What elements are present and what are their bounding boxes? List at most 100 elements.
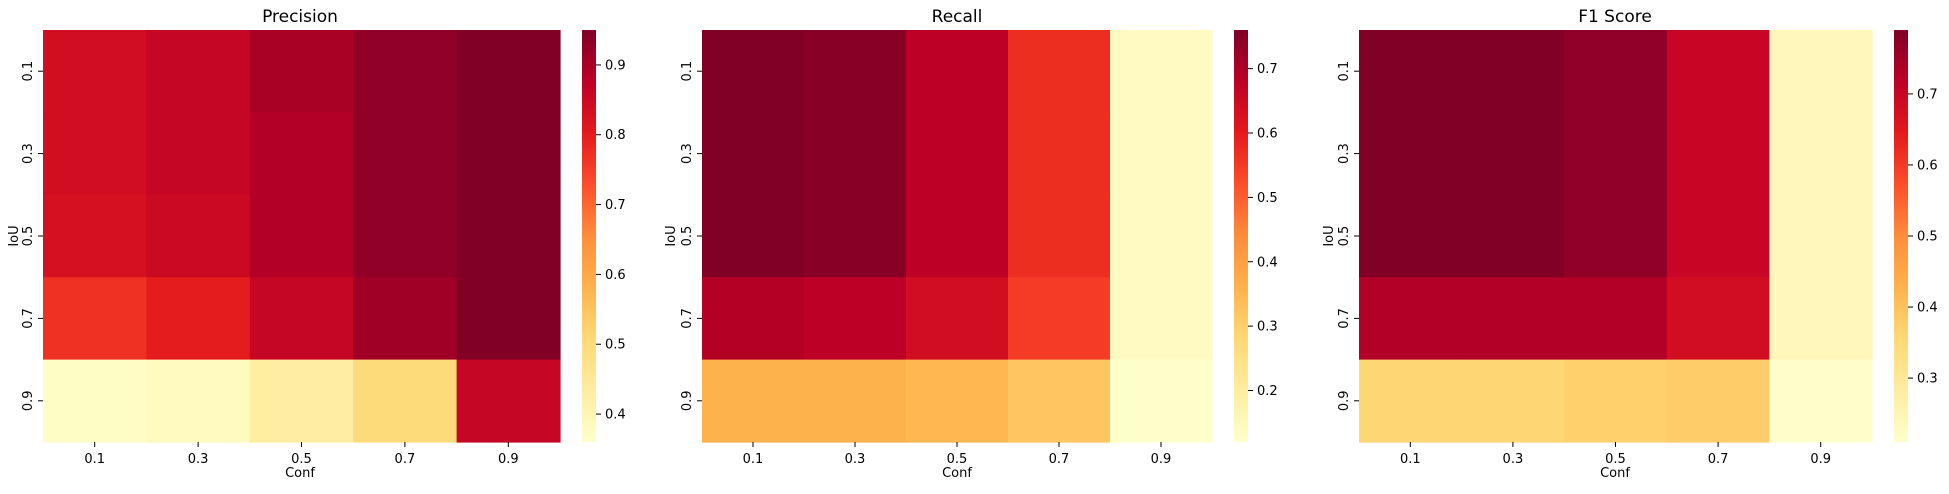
heatmap-cell	[1359, 112, 1463, 196]
colorbar-tick-label: 0.4	[1917, 301, 1938, 316]
heatmap-cell	[1666, 194, 1770, 278]
x-tick-label: 0.7	[395, 452, 416, 467]
heatmap-cell	[1769, 112, 1873, 196]
heatmap-cell	[43, 112, 147, 196]
heatmap-cell	[1461, 359, 1565, 443]
colorbar-tick-label: 0.7	[605, 198, 626, 213]
y-tick-label: 0.9	[1337, 390, 1352, 411]
heatmap-cells	[1359, 30, 1873, 443]
heatmap-cell	[1461, 30, 1565, 113]
panel-f1-score: F1 Score 0.1 0.3 0.5 0.7 0.9 0.1 0.3 0.5 0.7 0.9…	[1322, 7, 1938, 481]
colorbar-tick-label: 0.5	[1917, 230, 1938, 245]
x-tick-label: 0.3	[1503, 452, 1524, 467]
y-tick-label: 0.1	[680, 61, 695, 82]
x-tick-label: 0.5	[1605, 452, 1626, 467]
y-tick-label: 0.3	[680, 143, 695, 164]
heatmap-cell	[1564, 359, 1668, 443]
x-tick-label: 0.5	[947, 452, 968, 467]
heatmap-cell	[1666, 112, 1770, 196]
x-axis-label: Conf	[285, 466, 315, 481]
colorbar-gradient	[582, 30, 596, 442]
heatmap-cell	[1666, 30, 1770, 113]
heatmap-cell	[249, 194, 354, 278]
panel-recall: Recall 0.1 0.3 0.5 0.7 0.9 0.1 0.3 0.5 0.7 0.9 C…	[664, 7, 1278, 481]
y-tick-label: 0.5	[680, 226, 695, 247]
chart-title: Precision	[262, 7, 338, 27]
heatmap-cell	[1008, 112, 1111, 196]
colorbar-tick-label: 0.6	[1257, 127, 1278, 142]
heatmap-cell	[353, 112, 458, 196]
heatmap-cell	[1461, 277, 1565, 361]
heatmap-cell	[1769, 194, 1873, 278]
colorbar-gradient	[1234, 30, 1248, 442]
heatmap-cell	[906, 359, 1009, 443]
heatmap-cell	[456, 277, 561, 361]
y-tick-label: 0.9	[21, 390, 36, 411]
colorbar: 0.3 0.4 0.5 0.6 0.7	[1894, 30, 1938, 442]
heatmap-cell	[1769, 30, 1873, 113]
y-tick-label: 0.7	[1337, 308, 1352, 329]
heatmap-cell	[1110, 194, 1213, 278]
heatmap-cell	[804, 359, 907, 443]
heatmap-cell	[456, 359, 561, 443]
heatmap-cell	[1110, 359, 1213, 443]
colorbar-tick-label: 0.4	[605, 408, 626, 423]
heatmap-cell	[1564, 194, 1668, 278]
heatmap-cell	[804, 277, 907, 361]
y-axis-label: IoU	[7, 225, 22, 246]
heatmap-cell	[1008, 277, 1111, 361]
chart-title: Recall	[932, 7, 983, 27]
heatmap-cell	[456, 194, 561, 278]
heatmap-cell	[1769, 359, 1873, 443]
heatmap-cell	[353, 194, 458, 278]
heatmap-cell	[43, 30, 147, 113]
heatmap-cell	[146, 30, 251, 113]
y-axis-ticks: 0.1 0.3 0.5 0.7 0.9	[21, 61, 43, 411]
heatmap-cell	[906, 112, 1009, 196]
x-tick-label: 0.9	[498, 452, 519, 467]
heatmap-cell	[353, 359, 458, 443]
heatmap-cell	[1461, 194, 1565, 278]
heatmap-cell	[1564, 277, 1668, 361]
y-axis-ticks: 0.1 0.3 0.5 0.7 0.9	[680, 61, 702, 411]
colorbar-tick-label: 0.4	[1257, 255, 1278, 270]
y-tick-label: 0.3	[21, 143, 36, 164]
heatmap-cell	[1110, 112, 1213, 196]
y-tick-label: 0.1	[1337, 61, 1352, 82]
heatmap-cell	[906, 194, 1009, 278]
panel-precision: Precision 0.1 0.3 0.5 0.7 0.9 0.10.30.50.70.…	[7, 7, 626, 481]
heatmap-cell	[906, 277, 1009, 361]
x-axis-label: Conf	[1600, 466, 1630, 481]
heatmap-cell	[1359, 30, 1463, 113]
colorbar: 0.4 0.5 0.6 0.7 0.8 0.9	[582, 30, 626, 442]
y-tick-label: 0.3	[1337, 143, 1352, 164]
heatmap-cell	[1769, 277, 1873, 361]
colorbar-tick-label: 0.3	[1917, 372, 1938, 387]
heatmap-cell	[1564, 30, 1668, 113]
x-tick-label: 0.9	[1810, 452, 1831, 467]
x-axis-ticks: 0.1 0.3 0.5 0.7 0.9	[84, 442, 519, 467]
y-axis-ticks: 0.1 0.3 0.5 0.7 0.9	[1337, 61, 1359, 411]
colorbar-tick-label: 0.5	[1257, 191, 1278, 206]
heatmap-cell	[906, 30, 1009, 113]
y-tick-label: 0.5	[1337, 226, 1352, 247]
heatmap-cell	[702, 30, 805, 113]
heatmap-cell	[702, 277, 805, 361]
x-tick-label: 0.1	[84, 452, 105, 467]
y-tick-label: 0.9	[680, 390, 695, 411]
heatmap-cell	[249, 359, 354, 443]
y-axis-label: IoU	[664, 225, 679, 246]
heatmap-cell	[249, 112, 354, 196]
y-tick-label: 0.5	[21, 226, 36, 247]
heatmap-cell	[1666, 277, 1770, 361]
heatmap-cell	[1359, 359, 1463, 443]
heatmap-cell	[1461, 112, 1565, 196]
x-tick-label: 0.1	[743, 452, 764, 467]
chart-title: F1 Score	[1578, 7, 1652, 27]
heatmap-cell	[43, 359, 147, 443]
heatmap-cell	[249, 30, 354, 113]
x-tick-label: 0.7	[1708, 452, 1729, 467]
x-tick-label: 0.3	[845, 452, 866, 467]
